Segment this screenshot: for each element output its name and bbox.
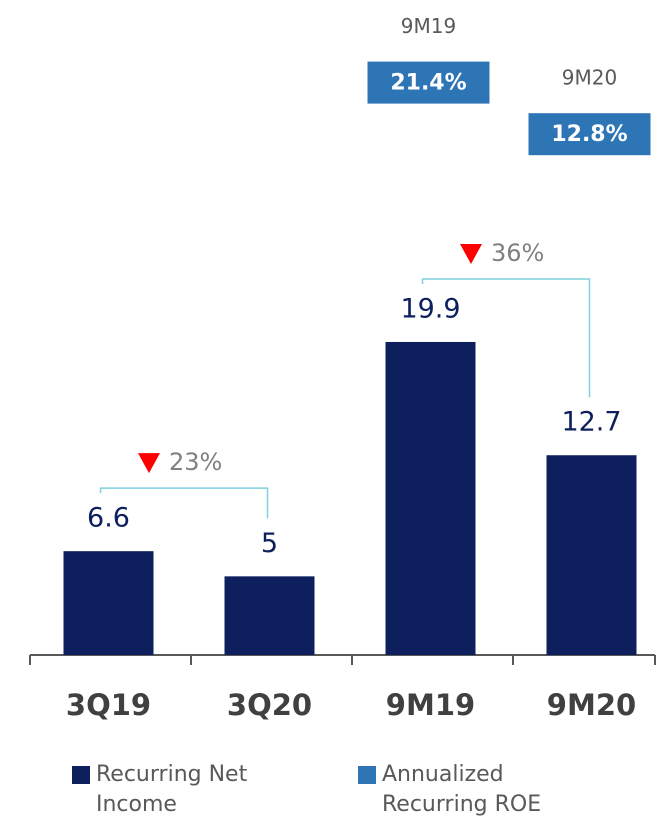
down-arrow (460, 243, 482, 264)
legend-item: Recurring Net Income (72, 760, 262, 820)
chart: 6.6 3Q19 5 3Q20 19.9 9M19 12.7 9M20 23% 36% 9M19 21… (29, 14, 656, 722)
legend-label: Annualized Recurring ROE (382, 762, 542, 817)
change-bracket (421, 278, 591, 398)
data-label: 6.6 (87, 503, 130, 534)
x-tick-label: 9M20 (547, 688, 636, 722)
bar (224, 576, 315, 655)
bar (546, 455, 637, 655)
x-tick-label: 3Q20 (227, 688, 312, 722)
roe-label: 12.8% (551, 122, 627, 147)
x-tick-label: 9M19 (386, 688, 475, 722)
bar (63, 551, 154, 655)
roe-category: 9M20 (562, 66, 617, 90)
change-bracket (99, 487, 269, 519)
down-arrow (138, 453, 160, 474)
change-label: 23% (169, 448, 222, 476)
x-tick-label: 3Q19 (66, 688, 151, 722)
roe-label: 21.4% (390, 71, 466, 96)
data-label: 12.7 (561, 407, 621, 438)
bar (385, 341, 476, 655)
legend-swatch (72, 766, 90, 784)
data-label: 5 (261, 528, 278, 559)
roe-box (528, 113, 651, 156)
change-label: 36% (491, 239, 544, 267)
data-label: 19.9 (400, 293, 460, 324)
roe-category: 9M19 (401, 14, 456, 38)
legend-swatch (358, 766, 376, 784)
legend-label: Recurring Net Income (96, 762, 248, 817)
legend-item: Annualized Recurring ROE (358, 760, 558, 820)
roe-box (367, 61, 490, 104)
